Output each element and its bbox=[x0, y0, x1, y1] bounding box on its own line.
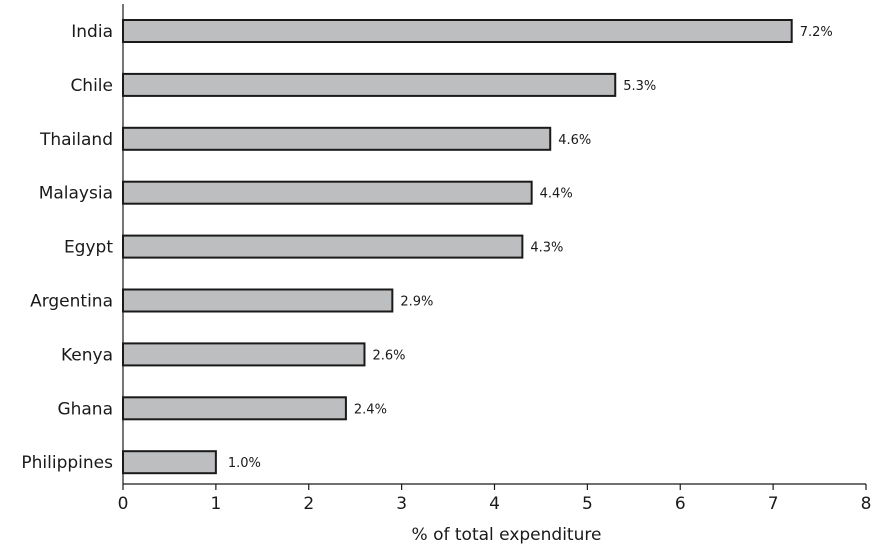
value-label-malaysia: 4.4% bbox=[540, 187, 573, 202]
bar-chile bbox=[122, 72, 617, 97]
x-tick-label-4: 4 bbox=[489, 494, 500, 514]
value-label-thailand: 4.6% bbox=[558, 133, 591, 148]
bar-malaysia bbox=[122, 180, 533, 205]
x-tick-label-6: 6 bbox=[675, 494, 686, 514]
value-labels: 7.2% 5.3% 4.6% 4.4% 4.3% 2.9% 2.6% 2.4% 1.0% bbox=[228, 25, 833, 471]
category-label-thailand: Thailand bbox=[39, 130, 113, 150]
bar-kenya bbox=[122, 342, 366, 367]
category-labels: India Chile Thailand Malaysia Egypt Argentina… bbox=[21, 22, 113, 473]
x-axis-ticks: 0 1 2 3 4 5 6 7 8 bbox=[118, 484, 872, 514]
x-tick-label-5: 5 bbox=[582, 494, 593, 514]
value-label-chile: 5.3% bbox=[623, 79, 656, 94]
x-tick-label-7: 7 bbox=[768, 494, 779, 514]
x-axis-title: % of total expenditure bbox=[412, 525, 602, 545]
value-label-ghana: 2.4% bbox=[354, 402, 387, 417]
category-label-kenya: Kenya bbox=[61, 345, 113, 365]
bars bbox=[122, 19, 793, 475]
bar-thailand bbox=[122, 126, 552, 151]
category-label-ghana: Ghana bbox=[57, 399, 113, 419]
value-label-india: 7.2% bbox=[800, 25, 833, 40]
value-label-argentina: 2.9% bbox=[400, 295, 433, 310]
bar-egypt bbox=[122, 234, 524, 259]
bar-ghana bbox=[122, 396, 347, 421]
category-label-philippines: Philippines bbox=[21, 453, 113, 473]
category-label-egypt: Egypt bbox=[64, 238, 113, 258]
bar-india bbox=[122, 19, 793, 43]
x-tick-label-1: 1 bbox=[210, 494, 221, 514]
x-tick-label-2: 2 bbox=[303, 494, 314, 514]
value-label-egypt: 4.3% bbox=[530, 241, 563, 256]
x-tick-label-3: 3 bbox=[396, 494, 407, 514]
value-label-philippines: 1.0% bbox=[228, 456, 261, 471]
category-label-chile: Chile bbox=[70, 76, 113, 96]
x-tick-label-0: 0 bbox=[118, 494, 129, 514]
x-tick-label-8: 8 bbox=[861, 494, 872, 514]
category-label-argentina: Argentina bbox=[30, 292, 113, 312]
bar-argentina bbox=[122, 288, 394, 313]
bar-philippines bbox=[122, 450, 217, 475]
category-label-india: India bbox=[71, 22, 113, 42]
value-label-kenya: 2.6% bbox=[372, 348, 405, 363]
category-label-malaysia: Malaysia bbox=[39, 184, 113, 204]
